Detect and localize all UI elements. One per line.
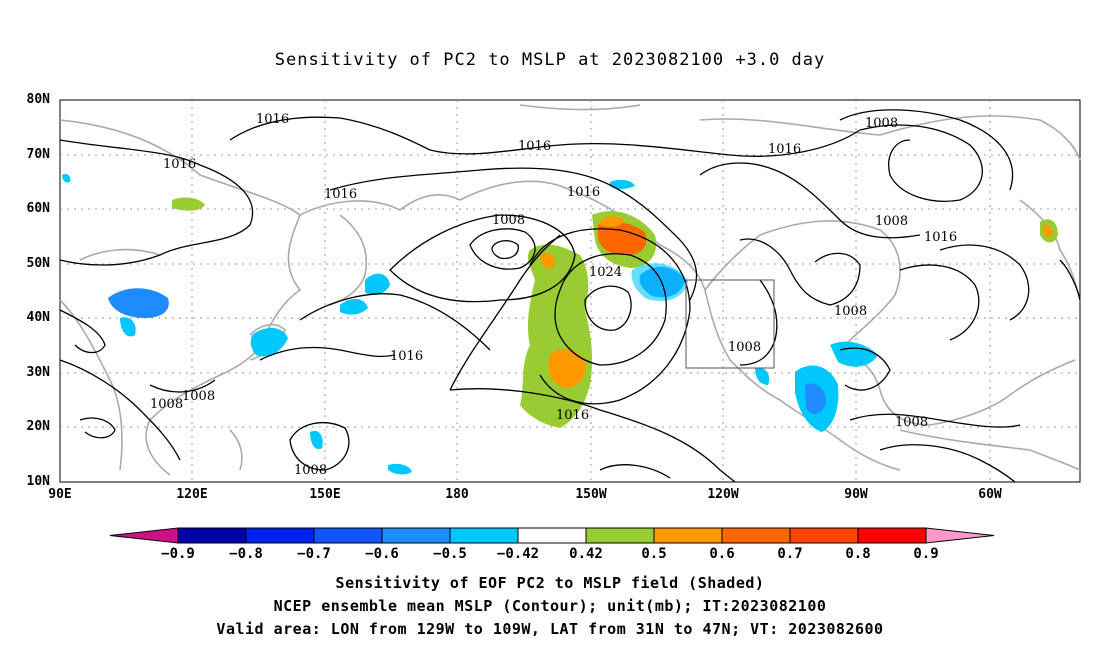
lat-label: 10N [26,474,50,489]
contour-label: 1016 [556,408,589,423]
contour-label: 1008 [834,304,867,319]
valid-area-box [685,279,775,369]
lon-label: 150W [575,487,607,502]
shade-cyan-gulf [830,341,878,367]
shade-cyan-south [388,463,412,475]
contour-label: 1016 [768,142,801,157]
colorbar-label: 0.6 [709,546,735,562]
colorbar-label: 0.7 [777,546,803,562]
lat-label: 40N [26,310,50,325]
lon-label: 120E [176,487,208,502]
colorbar-label: −0.7 [297,546,331,562]
colorbar-label: 0.5 [641,546,667,562]
shade-cyan-china [120,317,136,337]
colorbar-label: 0.8 [845,546,871,562]
shade-green-w1 [172,197,205,211]
lon-label: 60W [978,487,1002,502]
shade-orange-north2 [600,216,625,227]
shade-orange-mid [540,253,556,269]
shade-cyan-arctic [610,179,635,189]
lat-label: 20N [26,419,50,434]
contour-label: 1008 [150,397,183,412]
colorbar-label: 0.42 [569,546,603,562]
shade-cyan-nw-pac [340,298,368,315]
lon-label: 90E [48,487,72,502]
shade-cyan-hawaii [310,430,323,450]
grid-lines [60,100,1080,482]
shade-blue-mexico [805,383,826,415]
shade-cyan-kamchatka [365,273,390,296]
plot-title: Sensitivity of PC2 to MSLP at 2023082100… [274,50,826,70]
contour-label: 1016 [518,139,551,154]
coastlines [59,104,1081,476]
shade-blue-china [108,288,169,318]
shade-orange-e [1043,224,1053,238]
colorbar-label: −0.5 [433,546,467,562]
contour-label: 1016 [390,349,423,364]
lon-label: 90W [844,487,868,502]
contour-label: 1008 [728,340,761,355]
contour-label: 1008 [895,415,928,430]
lon-label: 180 [445,487,469,502]
shade-cyan-ne-pac [631,263,688,302]
lat-label: 50N [26,256,50,271]
contour-label: 1024 [589,265,622,280]
shade-orange-north [598,221,647,256]
lat-label: 80N [26,92,50,107]
contour-label: 1016 [324,187,357,202]
colorbar-label: 0.9 [913,546,939,562]
shade-cyan-baja [755,367,770,385]
contour-label: 1008 [294,463,327,478]
shade-orange-south [548,348,586,388]
lat-label: 60N [26,201,50,216]
contour-label: 1016 [256,112,289,127]
contour-label: 1008 [492,213,525,228]
lat-label: 70N [26,147,50,162]
shade-cyan-japan [250,327,288,357]
lat-label: 30N [26,365,50,380]
colorbar-label: −0.42 [496,546,540,562]
shade-cyan-w [62,173,71,183]
contour-label: 1016 [567,185,600,200]
colorbar-label: −0.6 [365,546,399,562]
caption-line-2: NCEP ensemble mean MSLP (Contour); unit(… [273,597,827,615]
contour-label: 1008 [182,389,215,404]
contour-label: 1016 [163,157,196,172]
contour-label: 1008 [875,214,908,229]
caption-line-1: Sensitivity of EOF PC2 to MSLP field (Sh… [335,574,765,592]
colorbar-label: −0.9 [161,546,195,562]
lon-label: 150E [309,487,341,502]
contour-label: 1008 [865,116,898,131]
contour-labels: 1016 1016 1016 1016 1016 1008 1024 1016 … [150,112,957,478]
sensitivity-shading [62,173,1058,475]
lon-label: 120W [707,487,739,502]
mslp-contours [59,109,1081,483]
colorbar-label: −0.8 [229,546,263,562]
caption-line-3: Valid area: LON from 129W to 109W, LAT f… [216,620,884,638]
contour-label: 1016 [924,230,957,245]
